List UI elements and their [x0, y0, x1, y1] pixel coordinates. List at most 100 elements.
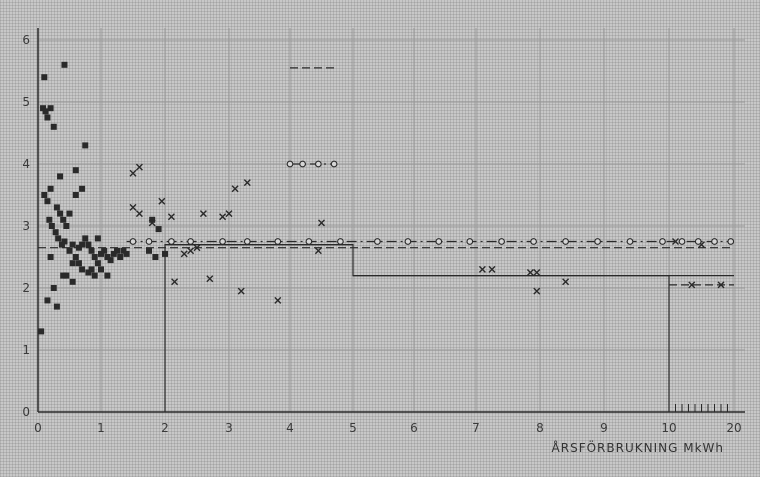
data-point-circle: [727, 238, 735, 245]
data-point-square: [94, 260, 101, 267]
data-point-cross: [219, 213, 227, 221]
data-point-cross: [158, 197, 166, 205]
data-point-circle: [374, 238, 381, 245]
data-point-cross: [488, 265, 496, 273]
data-point-square: [52, 229, 59, 236]
data-point-square: [98, 250, 104, 257]
data-point-cross: [135, 210, 143, 218]
data-point-square: [162, 250, 168, 257]
data-point-square: [57, 210, 64, 217]
x-tick-label: 2: [161, 421, 169, 435]
data-point-circle: [299, 160, 306, 168]
data-point-square: [104, 254, 111, 260]
data-point-square: [66, 210, 73, 217]
data-point-square: [38, 328, 45, 335]
data-point-square: [107, 257, 114, 264]
step-outline: [164, 244, 670, 412]
data-point-square: [44, 114, 51, 121]
data-point-circle: [498, 238, 505, 245]
data-point-square: [72, 192, 79, 198]
data-point-square: [47, 254, 54, 260]
data-point-square: [47, 105, 54, 112]
data-point-cross: [129, 169, 137, 177]
data-point-square: [146, 247, 152, 254]
data-point-square: [57, 173, 64, 180]
data-point-square: [44, 297, 51, 304]
data-point-cross: [206, 275, 214, 283]
data-point-circle: [315, 160, 322, 168]
data-point-square: [50, 285, 57, 291]
data-point-cross: [180, 250, 188, 258]
data-point-circle: [626, 238, 634, 245]
x-tick-label: 6: [410, 421, 418, 435]
data-point-circle: [145, 238, 153, 245]
data-point-square: [110, 250, 117, 257]
data-point-square: [69, 260, 76, 267]
data-point-circle: [562, 238, 569, 245]
data-point-cross: [672, 238, 679, 245]
x-tick-label: 1: [97, 421, 105, 435]
data-point-circle: [330, 160, 338, 168]
y-tick-label: 6: [22, 33, 30, 47]
x-tick-label: 8: [536, 421, 544, 435]
data-point-cross: [171, 278, 179, 286]
data-point-square: [41, 192, 48, 198]
data-point-circle: [694, 238, 702, 245]
data-point-square: [42, 108, 49, 115]
data-point-square: [46, 216, 53, 223]
data-point-circle: [274, 238, 282, 245]
x-tick-label: 20: [726, 421, 741, 435]
data-point-cross: [148, 219, 156, 227]
y-tick-label: 5: [22, 95, 30, 109]
data-point-cross: [688, 281, 696, 289]
data-point-cross: [129, 203, 137, 211]
data-point-square: [88, 247, 95, 254]
data-point-square: [40, 105, 47, 112]
data-point-circle: [286, 160, 294, 168]
data-point-square: [75, 260, 82, 267]
data-point-cross: [231, 185, 239, 193]
data-point-square: [82, 235, 89, 242]
data-point-cross: [135, 163, 143, 171]
data-point-cross: [243, 179, 251, 187]
data-point-cross: [478, 265, 486, 273]
data-point-cross: [237, 287, 245, 295]
y-tick-label: 4: [22, 157, 30, 171]
data-point-square: [79, 266, 86, 273]
data-point-square: [44, 198, 51, 205]
data-point-cross: [533, 269, 541, 276]
data-point-square: [91, 272, 98, 279]
data-point-circle: [404, 238, 412, 245]
y-tick-label: 2: [22, 281, 30, 295]
data-point-cross: [562, 278, 570, 286]
data-point-circle: [337, 238, 344, 245]
x-tick-label: 10: [661, 421, 676, 435]
data-point-cross: [533, 287, 541, 295]
data-point-circle: [187, 238, 194, 245]
data-point-square: [104, 272, 111, 279]
data-point-cross: [314, 247, 322, 255]
data-point-circle: [530, 238, 537, 245]
data-point-square: [85, 269, 92, 276]
data-point-square: [69, 278, 76, 285]
data-point-cross: [193, 244, 201, 252]
data-point-circle: [466, 238, 474, 245]
x-axis-title: ÅRSFÖRBRUKNING MkWh: [552, 439, 724, 455]
x-tick-label: 7: [472, 421, 480, 435]
data-point-cross: [526, 269, 534, 276]
data-point-square: [85, 241, 92, 248]
data-point-square: [50, 123, 57, 130]
data-point-square: [60, 216, 67, 223]
data-point-square: [63, 223, 70, 229]
data-point-square: [75, 244, 82, 251]
x-tick-label: 5: [349, 421, 357, 435]
data-point-square: [123, 250, 130, 257]
data-point-square: [72, 254, 79, 260]
data-point-square: [152, 254, 159, 260]
x-tick-label: 4: [286, 421, 294, 435]
data-point-square: [69, 241, 76, 248]
data-point-circle: [305, 238, 313, 245]
data-point-cross: [225, 210, 233, 218]
